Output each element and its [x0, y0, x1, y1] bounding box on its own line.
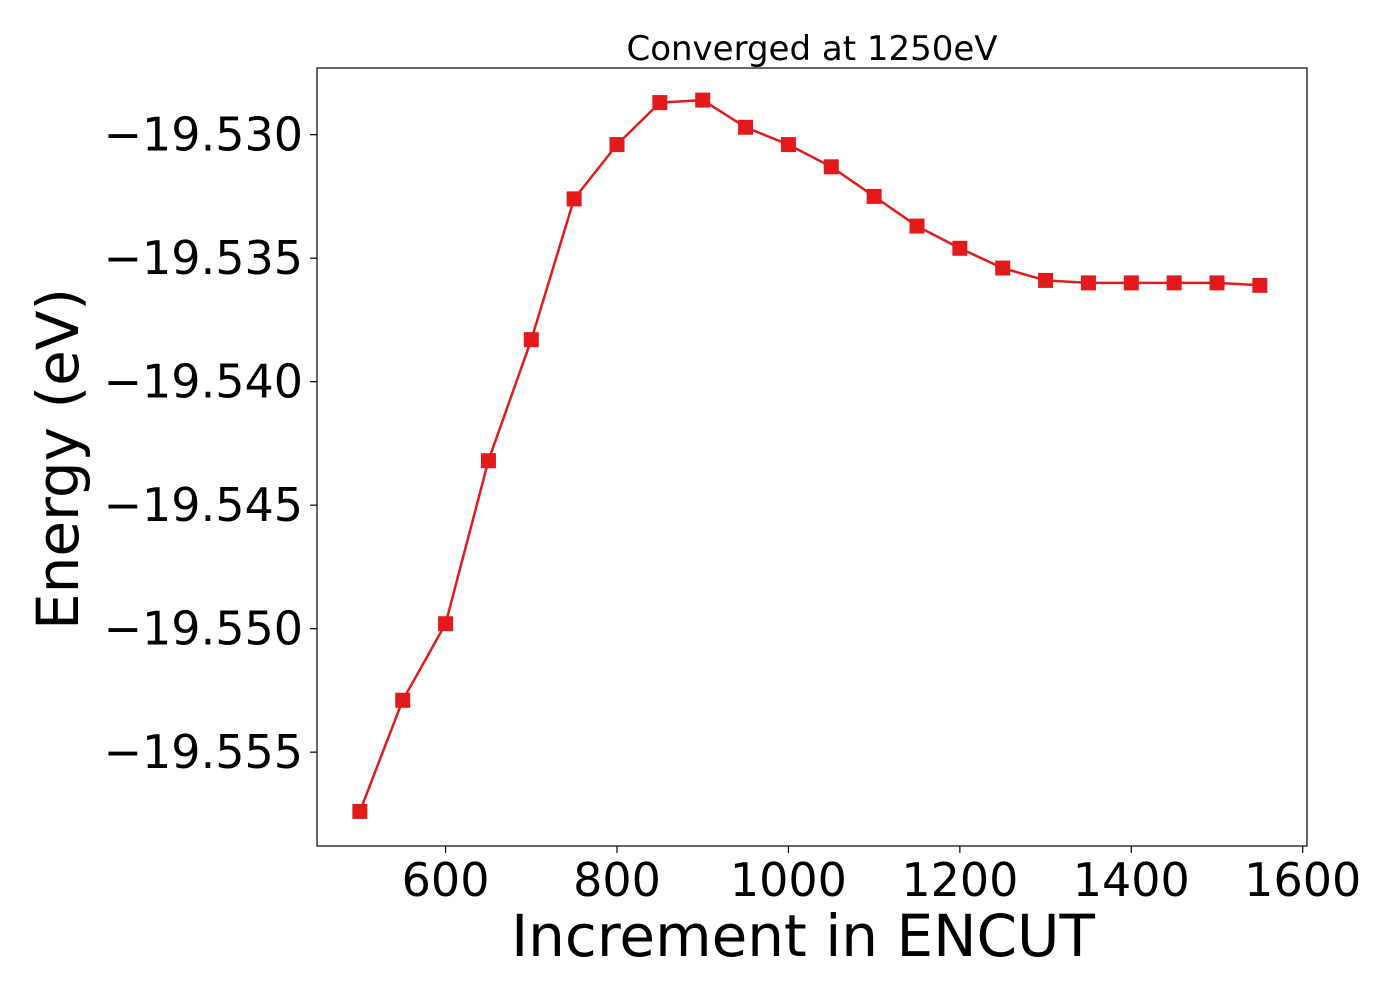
- data-point: [1038, 272, 1054, 288]
- data-point: [909, 218, 925, 234]
- x-axis-label: Increment in ENCUT: [511, 902, 1095, 970]
- plot-frame: [316, 67, 1308, 847]
- series-line: [358, 98, 1260, 812]
- x-tick-label: 800: [573, 853, 661, 907]
- y-tick-label: −19.540: [104, 355, 304, 409]
- data-point: [1209, 275, 1225, 291]
- data-point: [523, 332, 539, 348]
- series-layer: [352, 92, 1268, 819]
- data-point: [652, 95, 668, 111]
- y-tick-label: −19.555: [104, 725, 304, 779]
- data-point: [695, 92, 711, 108]
- x-tick-label: 1200: [901, 853, 1018, 907]
- plot-background: [317, 68, 1307, 846]
- data-point: [395, 692, 411, 708]
- data-point: [866, 188, 882, 204]
- data-point: [995, 260, 1011, 276]
- x-axis-ticks: 600 800 1000 1200 1400 1600: [402, 846, 1361, 907]
- data-point: [480, 453, 496, 469]
- data-point: [438, 616, 454, 632]
- x-tick-label: 1000: [730, 853, 847, 907]
- x-tick-label: 1600: [1244, 853, 1361, 907]
- y-tick-label: −19.535: [104, 231, 304, 285]
- y-axis-label: Energy (eV): [24, 288, 92, 630]
- data-point: [738, 119, 754, 135]
- x-tick-label: 600: [402, 853, 490, 907]
- y-tick-label: −19.545: [104, 478, 304, 532]
- data-point: [352, 803, 368, 819]
- chart-title: Converged at 1250eV: [626, 29, 997, 69]
- data-point: [952, 240, 968, 256]
- data-point: [780, 137, 796, 153]
- data-point: [1252, 277, 1268, 293]
- data-point: [1080, 275, 1096, 291]
- data-point: [1123, 275, 1139, 291]
- x-tick-label: 1400: [1073, 853, 1190, 907]
- y-tick-label: −19.530: [104, 108, 304, 162]
- y-tick-label: −19.550: [104, 602, 304, 656]
- data-point: [823, 159, 839, 175]
- data-point: [609, 137, 625, 153]
- data-point: [1166, 275, 1182, 291]
- data-point: [566, 191, 582, 207]
- y-axis-ticks: −19.555 −19.550 −19.545 −19.540 −19.535 −19.5…: [104, 108, 317, 779]
